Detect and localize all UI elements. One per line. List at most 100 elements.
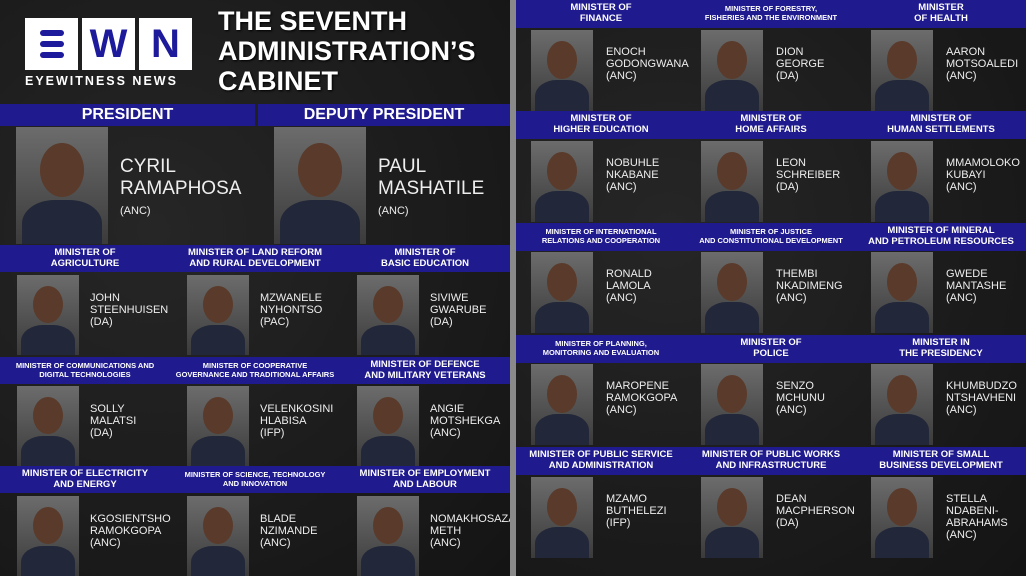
portrait-photo bbox=[17, 275, 79, 355]
minister-name-block: KHUMBUDZO NTSHAVHENI (ANC) bbox=[946, 380, 1017, 416]
minister-name-block: BLADE NZIMANDE (ANC) bbox=[260, 513, 317, 549]
portrait-head bbox=[717, 375, 747, 413]
portrait-body bbox=[190, 435, 246, 466]
minister-name-block: MAROPENE RAMOKGOPA (ANC) bbox=[606, 380, 677, 416]
portrait-body bbox=[360, 545, 416, 576]
portrait-photo bbox=[187, 275, 249, 355]
portrait-photo bbox=[531, 477, 593, 558]
role-band: MINISTER OF COOPERATIVE GOVERNANCE AND T… bbox=[170, 357, 340, 384]
portrait-head bbox=[887, 263, 917, 301]
logo-subtitle: EYEWITNESS NEWS bbox=[25, 74, 178, 88]
party-label: (ANC) bbox=[606, 292, 637, 304]
logo-tile-w: W bbox=[82, 18, 135, 70]
party-label: (DA) bbox=[90, 316, 113, 328]
minister-name: MZAMO BUTHELEZI bbox=[606, 493, 667, 517]
party-label: (ANC) bbox=[260, 537, 291, 549]
portrait-head bbox=[547, 152, 577, 190]
portrait-head bbox=[717, 152, 747, 190]
role-band: MINISTER OF SMALL BUSINESS DEVELOPMENT bbox=[856, 447, 1026, 475]
role-band: MINISTER OF POLICE bbox=[686, 335, 856, 363]
minister-name: THEMBI NKADIMENG bbox=[776, 268, 843, 292]
party-label: (ANC) bbox=[946, 529, 977, 541]
portrait-photo bbox=[531, 252, 593, 333]
portrait-photo bbox=[357, 275, 419, 355]
portrait-photo bbox=[16, 127, 108, 244]
portrait-head bbox=[373, 397, 403, 434]
minister-name-block: SIVIWE GWARUBE (DA) bbox=[430, 292, 486, 328]
minister-name: LEON SCHREIBER bbox=[776, 157, 841, 181]
portrait-head bbox=[547, 41, 577, 79]
minister-name-block: RONALD LAMOLA (ANC) bbox=[606, 268, 652, 304]
minister-name: NOBUHLE NKABANE bbox=[606, 157, 660, 181]
minister-name: GWEDE MANTASHE bbox=[946, 268, 1007, 292]
portrait-head bbox=[887, 488, 917, 526]
portrait-photo bbox=[701, 30, 763, 111]
minister-name: ANGIE MOTSHEKGA bbox=[430, 403, 501, 427]
role-band: MINISTER OF FORESTRY, FISHERIES AND THE … bbox=[686, 0, 856, 28]
portrait-head bbox=[887, 152, 917, 190]
minister-name: AARON MOTSOALEDI bbox=[946, 46, 1019, 70]
minister-name: SENZO MCHUNU bbox=[776, 380, 825, 404]
leader-name: CYRIL RAMAPHOSA (ANC) bbox=[120, 156, 241, 222]
portrait-head bbox=[203, 286, 233, 323]
portrait-head bbox=[887, 375, 917, 413]
role-band: MINISTER OF HUMAN SETTLEMENTS bbox=[856, 111, 1026, 139]
portrait-body bbox=[874, 302, 930, 333]
portrait-photo bbox=[17, 496, 79, 576]
minister-name: KGOSIENTSHO RAMOKGOPA bbox=[90, 513, 171, 537]
role-band: MINISTER OF PLANNING, MONITORING AND EVA… bbox=[516, 335, 686, 363]
portrait-photo bbox=[871, 364, 933, 445]
party-label: (PAC) bbox=[260, 316, 290, 328]
minister-name: DION GEORGE bbox=[776, 46, 825, 70]
party-label: (DA) bbox=[430, 316, 453, 328]
portrait-body bbox=[704, 414, 760, 445]
portrait-photo bbox=[187, 496, 249, 576]
minister-name-block: VELENKOSINI HLABISA (IFP) bbox=[260, 403, 333, 439]
portrait-body bbox=[534, 302, 590, 333]
portrait-body bbox=[704, 527, 760, 558]
minister-name: ENOCH GODONGWANA bbox=[606, 46, 689, 70]
minister-name: MMAMOLOKO KUBAYI bbox=[946, 157, 1020, 181]
portrait-photo bbox=[17, 386, 79, 466]
role-band: PRESIDENT bbox=[0, 104, 255, 126]
portrait-body bbox=[190, 324, 246, 355]
portrait-body bbox=[360, 324, 416, 355]
portrait-photo bbox=[701, 141, 763, 222]
minister-name-block: NOBUHLE NKABANE (ANC) bbox=[606, 157, 659, 193]
portrait-head bbox=[373, 507, 403, 544]
ewn-logo: W N EYEWITNESS NEWS bbox=[25, 18, 193, 88]
party-label: (ANC) bbox=[776, 404, 807, 416]
portrait-body bbox=[20, 324, 76, 355]
party-label: (DA) bbox=[776, 517, 799, 529]
portrait-photo bbox=[531, 364, 593, 445]
portrait-head bbox=[547, 263, 577, 301]
portrait-body bbox=[360, 435, 416, 466]
party-label: (ANC) bbox=[90, 537, 121, 549]
party-label: (ANC) bbox=[606, 181, 637, 193]
portrait-body bbox=[279, 199, 361, 244]
portrait-head bbox=[33, 397, 63, 434]
portrait-photo bbox=[357, 496, 419, 576]
portrait-head bbox=[717, 41, 747, 79]
portrait-head bbox=[39, 143, 85, 198]
minister-name-block: SOLLY MALATSI (DA) bbox=[90, 403, 136, 439]
portrait-photo bbox=[531, 141, 593, 222]
minister-name: MAROPENE RAMOKGOPA bbox=[606, 380, 678, 404]
minister-name: STELLA NDABENI- ABRAHAMS bbox=[946, 493, 1008, 529]
portrait-photo bbox=[701, 477, 763, 558]
minister-name: SOLLY MALATSI bbox=[90, 403, 137, 427]
portrait-body bbox=[20, 545, 76, 576]
portrait-photo bbox=[531, 30, 593, 111]
portrait-body bbox=[874, 191, 930, 222]
minister-name-block: STELLA NDABENI- ABRAHAMS (ANC) bbox=[946, 493, 1008, 541]
role-band: MINISTER OF AGRICULTURE bbox=[0, 245, 170, 272]
minister-name-block: SENZO MCHUNU (ANC) bbox=[776, 380, 825, 416]
portrait-head bbox=[717, 488, 747, 526]
party-label: (ANC) bbox=[946, 181, 977, 193]
portrait-body bbox=[534, 191, 590, 222]
portrait-head bbox=[547, 488, 577, 526]
portrait-photo bbox=[871, 30, 933, 111]
portrait-body bbox=[874, 414, 930, 445]
role-band: MINISTER OF MINERAL AND PETROLEUM RESOUR… bbox=[856, 223, 1026, 251]
minister-name: MZWANELE NYHONTSO bbox=[260, 292, 323, 316]
